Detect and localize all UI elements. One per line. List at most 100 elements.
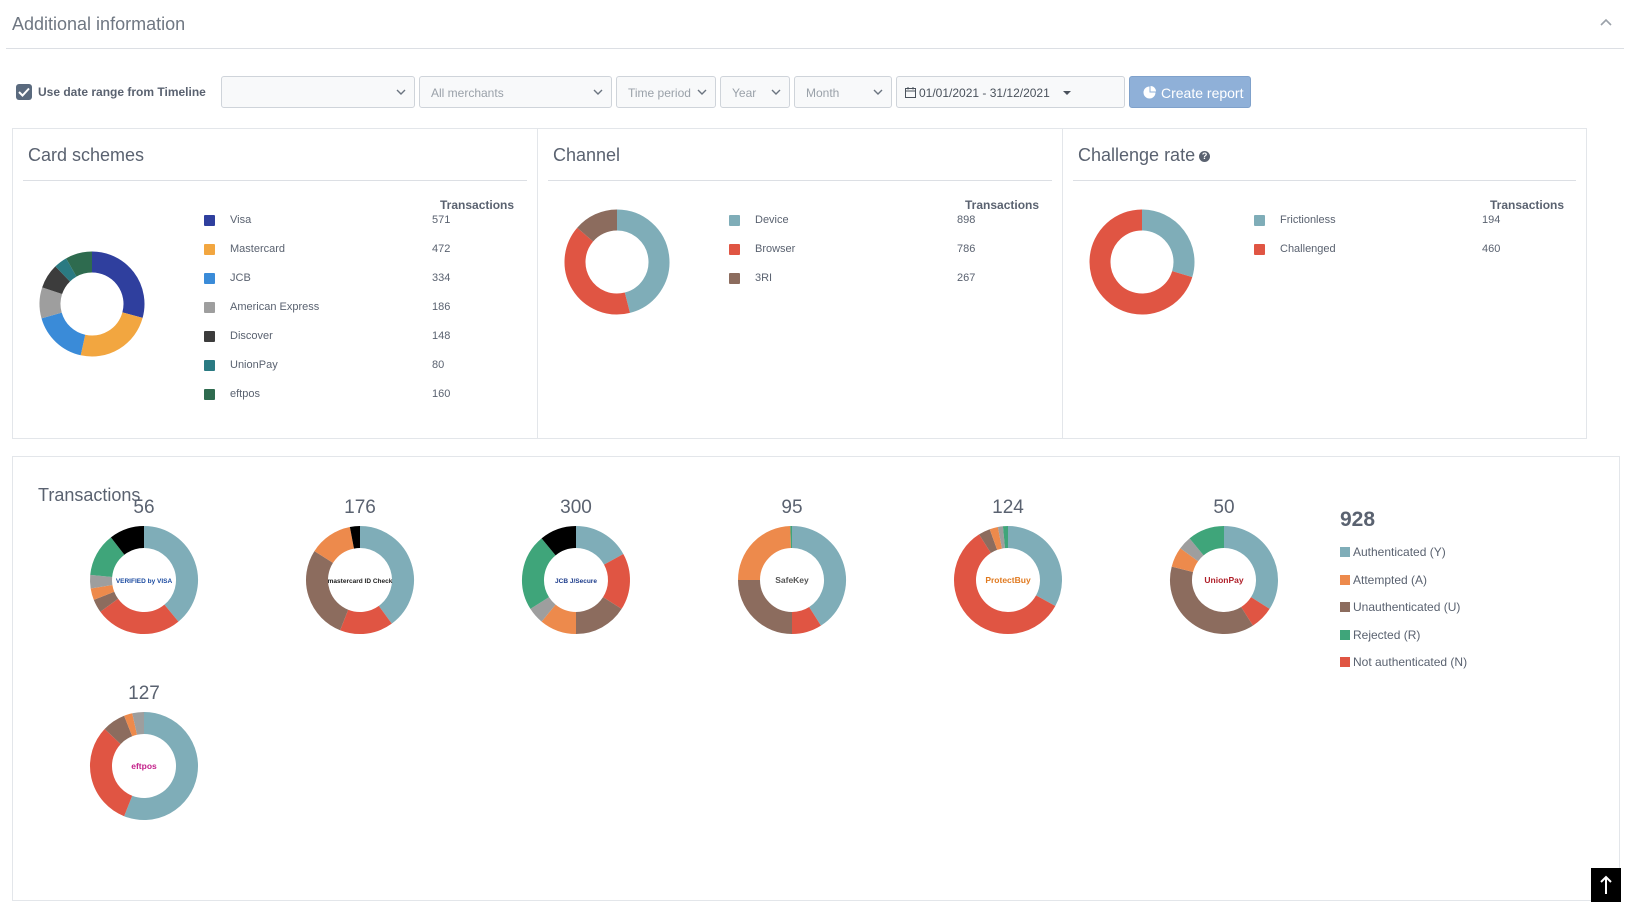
status-segment[interactable] [124, 712, 198, 820]
status-segment[interactable] [791, 606, 821, 634]
channel-segment[interactable] [577, 209, 618, 242]
challenge-segment[interactable] [1089, 209, 1193, 315]
scheme-total: 56 [133, 497, 155, 518]
status-segment[interactable] [989, 526, 1003, 550]
legend-label: Mastercard [230, 243, 286, 255]
status-segment[interactable] [110, 526, 145, 556]
date-range-picker[interactable]: 01/01/2021 - 31/12/2021 [896, 76, 1125, 108]
status-segment[interactable] [349, 526, 361, 549]
scheme-donut: UnionPay [1170, 526, 1278, 634]
status-segment[interactable] [575, 596, 622, 634]
status-segment[interactable] [1171, 548, 1199, 573]
card-scheme-segment[interactable] [55, 258, 77, 282]
scheme-breakdown: 127 eftpos [74, 683, 214, 853]
legend-item[interactable]: eftpos 160 [204, 387, 524, 403]
legend-label: Unauthenticated (U) [1353, 600, 1461, 614]
status-segment[interactable] [541, 526, 577, 556]
status-segment[interactable] [541, 604, 577, 634]
legend-item[interactable]: Frictionless 194 [1254, 213, 1574, 229]
status-segment[interactable] [522, 538, 557, 609]
status-segment[interactable] [340, 605, 392, 634]
legend-label: UnionPay [230, 359, 278, 371]
status-segment[interactable] [954, 534, 1056, 634]
status-segment[interactable] [997, 526, 1006, 549]
status-segment[interactable] [602, 553, 630, 609]
legend-item[interactable]: Mastercard 472 [204, 242, 524, 258]
status-segment[interactable] [90, 584, 115, 600]
legend-item[interactable]: Challenged 460 [1254, 242, 1574, 258]
status-segment[interactable] [104, 715, 133, 745]
card-scheme-segment[interactable] [41, 312, 86, 356]
legend-item[interactable]: Visa 571 [204, 213, 524, 229]
chevron-up-icon[interactable] [1598, 14, 1614, 30]
channel-segment[interactable] [616, 209, 670, 313]
scroll-to-top-button[interactable] [1591, 868, 1621, 902]
scheme-donut: ProtectBuy [954, 526, 1062, 634]
legend-label: Challenged [1280, 243, 1336, 255]
status-segment[interactable] [93, 591, 119, 612]
legend-item[interactable]: JCB 334 [204, 271, 524, 287]
time-period-select-value: Time period [628, 86, 691, 100]
use-timeline-checkbox[interactable] [16, 84, 32, 100]
channel-segment[interactable] [564, 227, 630, 315]
status-segment[interactable] [1170, 566, 1253, 634]
status-segment[interactable] [90, 574, 113, 589]
challenge-rate-title: Challenge rate? [1078, 145, 1211, 166]
status-segment[interactable] [143, 526, 198, 622]
status-segment[interactable] [100, 598, 179, 634]
legend-item[interactable]: Browser 786 [729, 242, 1049, 258]
channel-title: Channel [553, 145, 621, 165]
status-segment[interactable] [314, 526, 355, 564]
status-segment[interactable] [90, 537, 125, 578]
caret-down-icon [1063, 91, 1071, 95]
status-segment[interactable] [530, 596, 556, 622]
card-scheme-segment[interactable] [80, 311, 143, 357]
merchant-select[interactable]: All merchants [419, 76, 612, 108]
legend-label: Not authenticated (N) [1353, 655, 1468, 669]
status-segment[interactable] [1007, 526, 1062, 607]
legend-item[interactable]: 3RI 267 [729, 271, 1049, 287]
help-icon[interactable]: ? [1199, 150, 1211, 162]
status-segment[interactable] [791, 526, 846, 626]
status-segment[interactable] [1189, 526, 1225, 556]
pie-chart-icon [1143, 86, 1156, 99]
challenge-segment[interactable] [1141, 209, 1195, 278]
status-segment[interactable] [359, 526, 414, 624]
card-schemes-donut [39, 251, 145, 357]
card-scheme-segment[interactable] [39, 287, 63, 319]
year-select-value: Year [732, 86, 757, 100]
status-segment[interactable] [306, 551, 349, 631]
status-segment[interactable] [1240, 596, 1270, 626]
scheme-donut: mastercard ID Check [306, 526, 414, 634]
status-segment[interactable] [1180, 538, 1204, 562]
scheme-total: 50 [1213, 497, 1235, 518]
legend-item[interactable]: Device 898 [729, 213, 1049, 229]
scheme-total: 176 [344, 497, 376, 518]
status-segment[interactable] [738, 579, 793, 634]
legend-item[interactable]: American Express 186 [204, 300, 524, 316]
create-report-button[interactable]: Create report [1129, 76, 1251, 108]
challenge-rate-label: Challenge rate [1078, 145, 1196, 165]
month-select[interactable]: Month [794, 76, 892, 108]
status-segment[interactable] [124, 713, 138, 737]
card-scheme-segment[interactable] [91, 251, 145, 318]
card-scheme-segment[interactable] [66, 251, 93, 277]
time-period-select[interactable]: Time period [616, 76, 716, 108]
status-segment[interactable] [132, 712, 145, 735]
section-header[interactable]: Additional information [6, 0, 1624, 49]
status-segment[interactable] [1223, 526, 1278, 609]
legend-swatch [1254, 215, 1265, 226]
legend-value: 186 [432, 301, 451, 313]
legend-item[interactable]: Discover 148 [204, 329, 524, 345]
calendar-icon [905, 87, 916, 98]
legend-item[interactable]: UnionPay 80 [204, 358, 524, 374]
filter-select[interactable] [221, 76, 415, 108]
jcb-jsecure-logo: JCB J/Secure [545, 549, 607, 611]
year-select[interactable]: Year [720, 76, 790, 108]
card-scheme-segment[interactable] [42, 266, 71, 295]
transactions-panel: Transactions 56 VERIFIED by VISA 176 master… [12, 456, 1620, 901]
status-segment[interactable] [979, 529, 998, 554]
status-segment[interactable] [738, 526, 792, 581]
status-segment[interactable] [90, 729, 133, 817]
status-segment[interactable] [575, 526, 624, 566]
